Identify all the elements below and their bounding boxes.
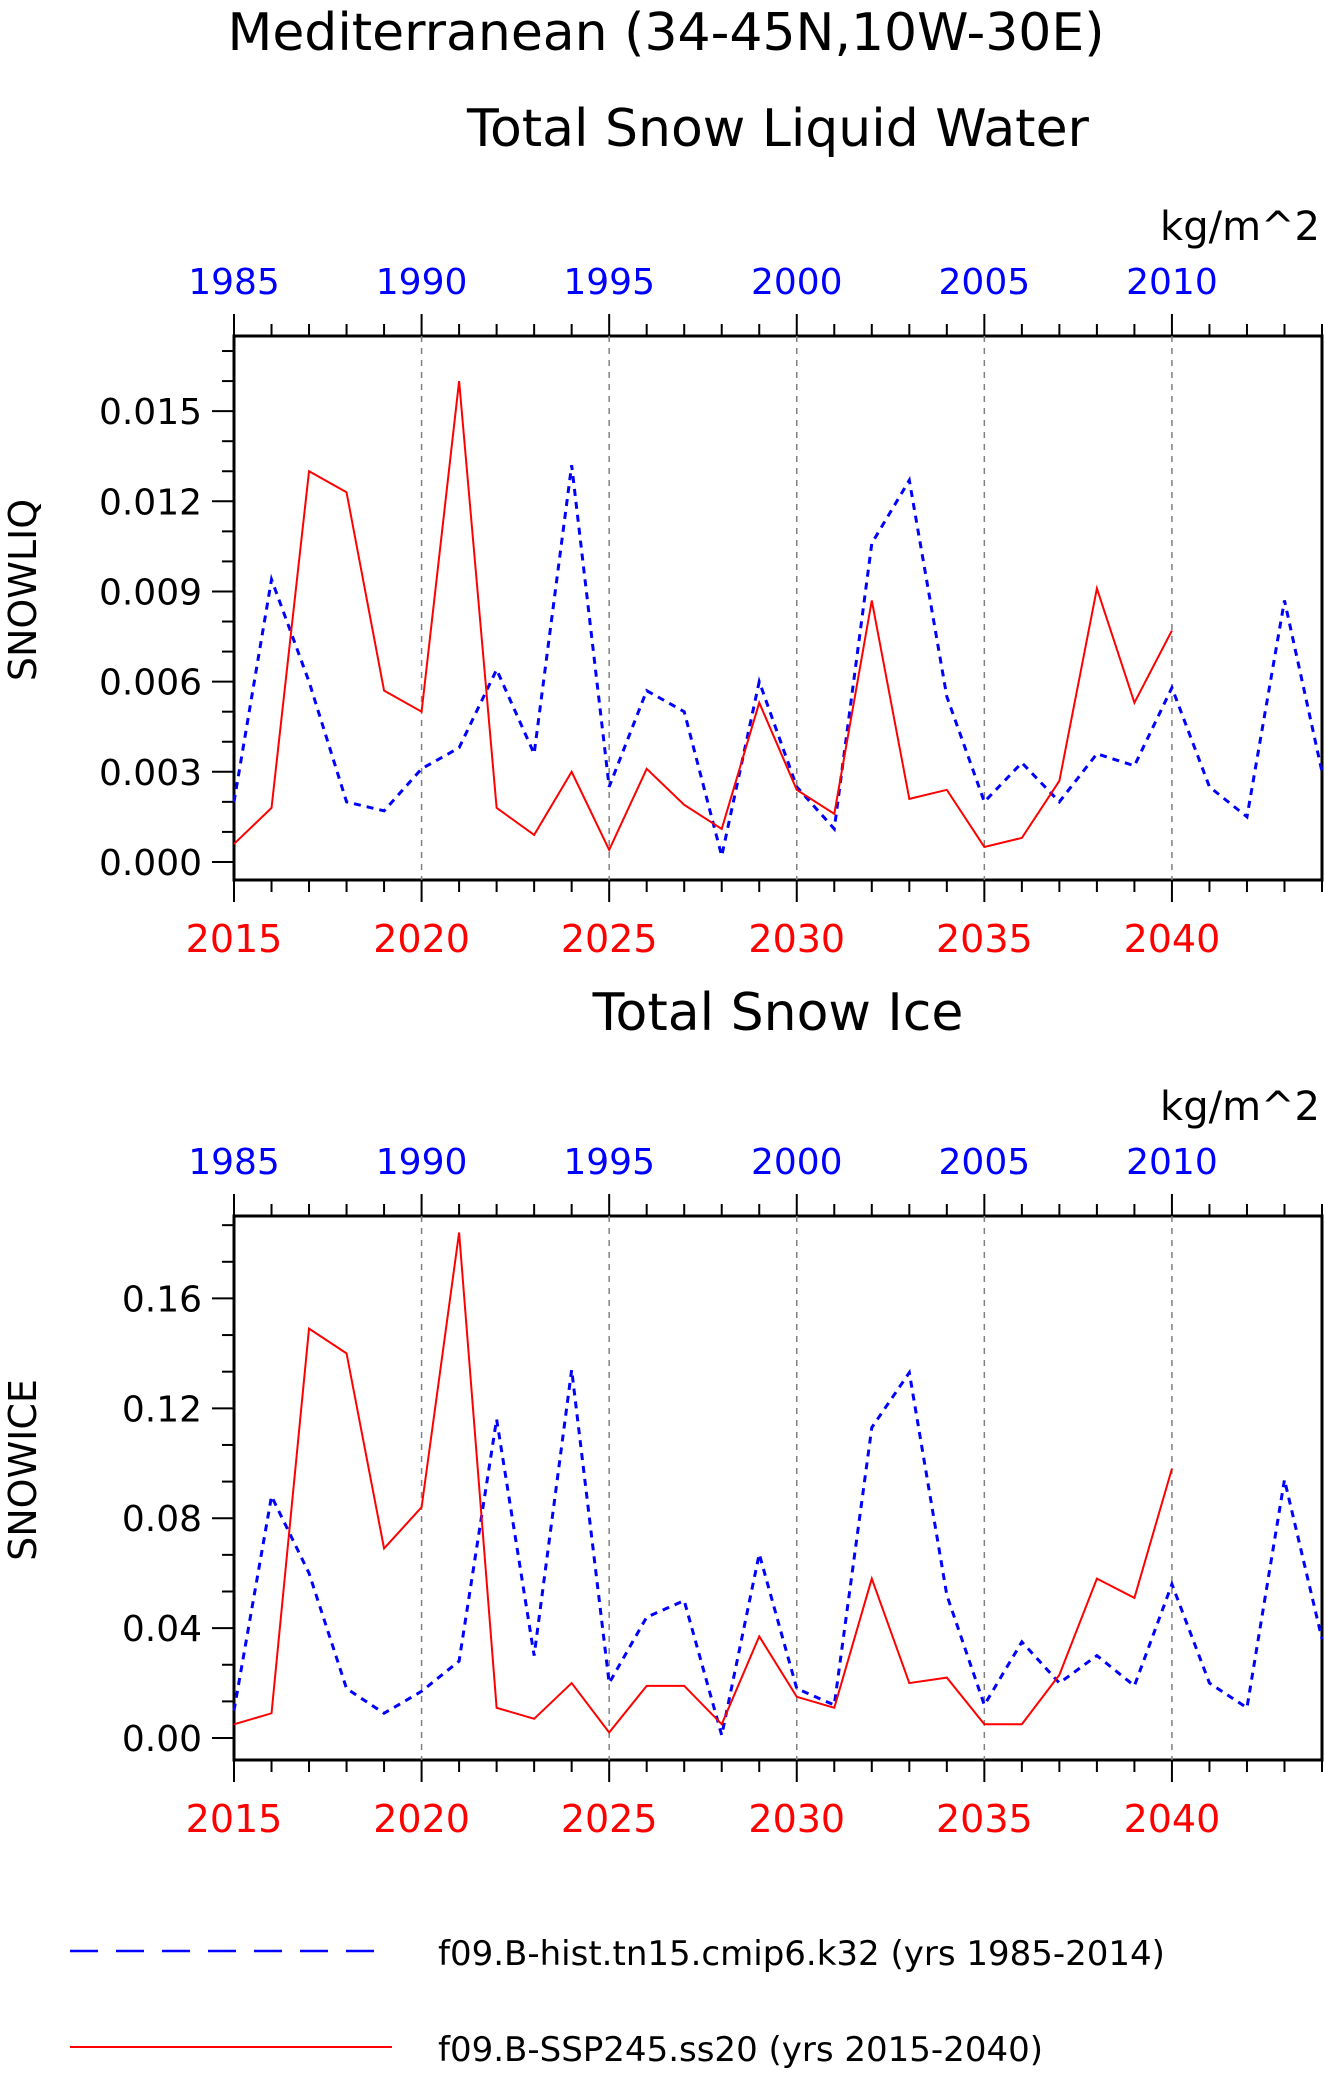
x-top-tick-label: 1995 [563, 1142, 655, 1183]
y-tick-label: 0.16 [122, 1279, 202, 1320]
figure-title: Mediterranean (34-45N,10W-30E) [227, 3, 1104, 63]
x-bottom-tick-label: 2020 [373, 917, 470, 961]
plot-frame [232, 1214, 1324, 1762]
x-top-tick-labels: 1985 1990 1995 2000 2005 2010 [188, 262, 1218, 303]
x-bottom-tick-label: 2025 [561, 1797, 658, 1841]
grid-lines [420, 336, 1173, 880]
plot-frame [232, 334, 1324, 882]
legend-label-ssp: f09.B-SSP245.ss20 (yrs 2015-2040) [438, 2030, 1043, 2070]
y-tick-label: 0.04 [122, 1609, 202, 1650]
y-tick-label: 0.003 [99, 753, 202, 794]
axis-ticks [212, 1194, 1323, 1782]
x-top-tick-label: 1995 [563, 262, 655, 303]
y-axis-label: SNOWLIQ [1, 499, 45, 681]
x-top-tick-label: 1990 [376, 1142, 468, 1183]
x-bottom-tick-labels: 2015 2020 2025 2030 2035 2040 [186, 1797, 1221, 1841]
panel-title: Total Snow Liquid Water [466, 99, 1090, 159]
y-tick-labels: 0.000 0.003 0.006 0.009 0.012 0.015 [99, 392, 202, 884]
x-bottom-tick-label: 2035 [936, 1797, 1033, 1841]
x-bottom-tick-label: 2025 [561, 917, 658, 961]
x-top-tick-label: 1985 [188, 1142, 280, 1183]
y-tick-label: 0.012 [99, 482, 202, 523]
x-bottom-tick-label: 2035 [936, 917, 1033, 961]
y-tick-label: 0.12 [122, 1389, 202, 1430]
x-top-tick-label: 2010 [1126, 262, 1218, 303]
x-top-tick-label: 2000 [751, 262, 843, 303]
x-bottom-tick-label: 2040 [1124, 917, 1221, 961]
x-bottom-tick-label: 2015 [186, 917, 283, 961]
x-top-tick-label: 2000 [751, 1142, 843, 1183]
units-label: kg/m^2 [1160, 204, 1320, 250]
y-tick-label: 0.009 [99, 572, 202, 613]
series-line-hist [232, 1368, 1324, 1736]
y-tick-label: 0.006 [99, 663, 202, 704]
x-bottom-tick-label: 2030 [748, 1797, 845, 1841]
panel-title: Total Snow Ice [592, 983, 964, 1043]
series-line-ssp [233, 1232, 1173, 1735]
x-top-tick-label: 1990 [376, 262, 468, 303]
y-tick-label: 0.08 [122, 1499, 202, 1540]
series-group [232, 1232, 1324, 1736]
axis-ticks [212, 314, 1323, 902]
x-bottom-tick-labels: 2015 2020 2025 2030 2035 2040 [186, 917, 1221, 961]
y-tick-label: 0.000 [99, 843, 202, 884]
x-top-tick-label: 2005 [939, 262, 1031, 303]
x-top-tick-label: 2005 [939, 1142, 1031, 1183]
panel-snowliq: Total Snow Liquid Water kg/m^2 SNOWLIQ 0… [1, 99, 1324, 961]
units-label: kg/m^2 [1160, 1084, 1320, 1130]
x-top-tick-labels: 1985 1990 1995 2000 2005 2010 [188, 1142, 1218, 1183]
x-bottom-tick-label: 2015 [186, 1797, 283, 1841]
panel-snowice: Total Snow Ice kg/m^2 SNOWICE 0.000.040.… [1, 983, 1324, 1841]
x-bottom-tick-label: 2040 [1124, 1797, 1221, 1841]
x-bottom-tick-label: 2020 [373, 1797, 470, 1841]
x-bottom-tick-label: 2030 [748, 917, 845, 961]
grid-lines [420, 1216, 1173, 1760]
x-top-tick-label: 1985 [188, 262, 280, 303]
y-tick-labels: 0.00 0.04 0.08 0.12 0.16 [122, 1279, 202, 1760]
y-tick-label: 0.00 [122, 1719, 202, 1760]
y-axis-label: SNOWICE [1, 1379, 45, 1561]
x-top-tick-label: 2010 [1126, 1142, 1218, 1183]
legend: f09.B-hist.tn15.cmip6.k32 (yrs 1985-2014… [70, 1934, 1165, 2070]
y-tick-label: 0.015 [99, 392, 202, 433]
series-group [232, 380, 1324, 857]
series-line-hist [232, 465, 1324, 857]
series-line-ssp [233, 380, 1173, 853]
legend-label-hist: f09.B-hist.tn15.cmip6.k32 (yrs 1985-2014… [438, 1934, 1165, 1974]
